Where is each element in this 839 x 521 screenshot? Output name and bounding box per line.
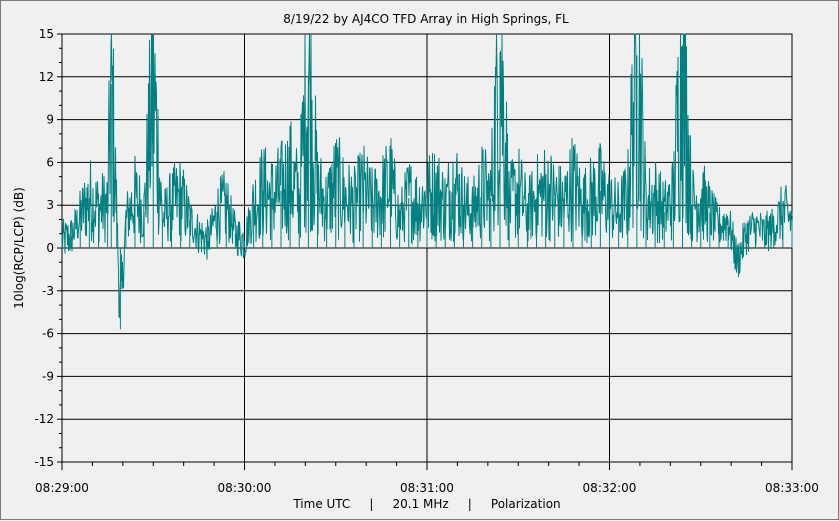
- y-tick-label: -15: [34, 455, 54, 469]
- x-tick-label: 08:30:00: [218, 481, 272, 495]
- y-tick-label: 9: [46, 113, 54, 127]
- x-tick-label: 08:29:00: [35, 481, 89, 495]
- y-tick-label: 3: [46, 198, 54, 212]
- x-tick-label: 08:31:00: [400, 481, 454, 495]
- x-tick-label: 08:32:00: [583, 481, 637, 495]
- y-tick-label: -9: [42, 369, 54, 383]
- series-group: [61, 33, 793, 330]
- x-axis: 08:29:00 08:30:00 08:31:00 08:32:00 08:33:00: [35, 462, 819, 495]
- y-tick-label: 15: [39, 27, 54, 41]
- y-tick-label: 12: [39, 70, 54, 84]
- y-tick-label: -12: [34, 412, 54, 426]
- y-tick-label: 6: [46, 155, 54, 169]
- x-tick-label: 08:33:00: [765, 481, 819, 495]
- y-tick-label: -3: [42, 284, 54, 298]
- y-tick-label: 0: [46, 241, 54, 255]
- y-axis: 15 12 9 6 3 0 -3 -6 -9 -12 -15: [34, 27, 62, 469]
- y-tick-label: -6: [42, 327, 54, 341]
- x-axis-label: Time UTC | 20.1 MHz | Polarization: [292, 497, 560, 511]
- y-axis-label: 10log(RCP/LCP) (dB): [12, 187, 26, 309]
- chart-title: 8/19/22 by AJ4CO TFD Array in High Sprin…: [283, 12, 569, 26]
